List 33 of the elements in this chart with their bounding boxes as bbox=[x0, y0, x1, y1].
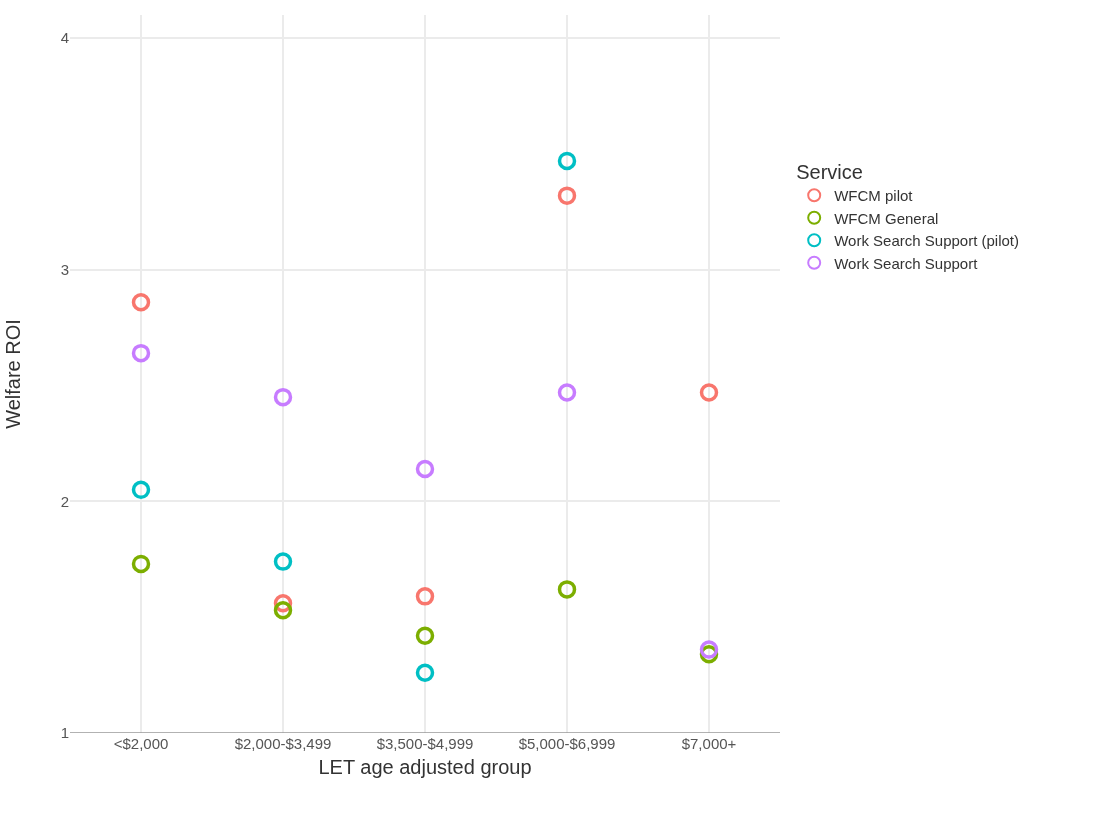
point bbox=[273, 601, 293, 620]
x-axis-title: LET age adjusted group bbox=[318, 755, 532, 778]
x-tick-label: $7,000+ bbox=[681, 735, 737, 752]
x-tick-label: $2,000-$3,499 bbox=[234, 735, 332, 752]
y-axis-title: Welfare ROI bbox=[2, 319, 24, 429]
point bbox=[557, 383, 577, 402]
legend-label: WFCM pilot bbox=[834, 187, 914, 205]
point bbox=[131, 554, 151, 574]
point bbox=[415, 587, 435, 606]
y-tick-label: 3 bbox=[60, 261, 69, 279]
legend-label: Work Search Support bbox=[834, 254, 979, 272]
y-tick-label: 1 bbox=[60, 724, 69, 742]
point bbox=[415, 626, 435, 645]
x-tick-label: $3,500-$4,999 bbox=[376, 735, 474, 752]
x-tick-label: $5,000-$6,999 bbox=[518, 735, 616, 752]
point bbox=[415, 459, 435, 479]
x-tick-label: <$2,000 bbox=[113, 735, 169, 752]
point bbox=[131, 292, 151, 312]
y-tick-label: 4 bbox=[60, 29, 69, 47]
legend-label: WFCM General bbox=[834, 209, 939, 227]
point bbox=[557, 151, 577, 171]
point bbox=[699, 640, 719, 659]
point bbox=[131, 343, 151, 363]
point bbox=[131, 480, 151, 500]
legend-title: Service bbox=[796, 161, 863, 184]
legend-label: Work Search Support (pilot) bbox=[834, 232, 1020, 250]
point bbox=[557, 186, 577, 205]
y-tick-label: 2 bbox=[60, 492, 69, 510]
point bbox=[415, 663, 435, 683]
point bbox=[699, 383, 719, 402]
point bbox=[557, 580, 577, 599]
point bbox=[273, 387, 293, 407]
point bbox=[273, 552, 293, 571]
